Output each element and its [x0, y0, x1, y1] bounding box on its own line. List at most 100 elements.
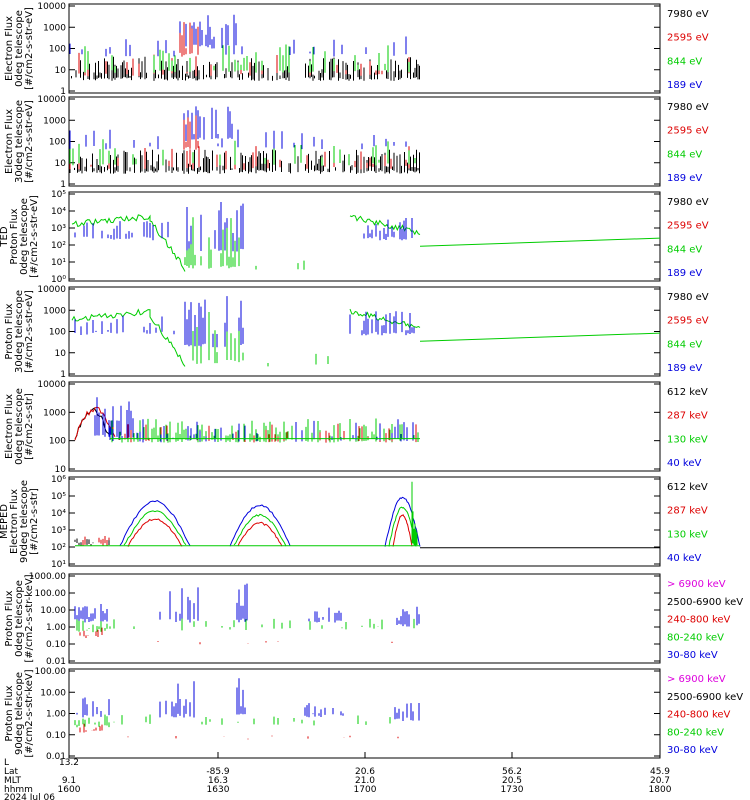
series-fill-line — [419, 332, 661, 342]
legend-entry: 2595 eV — [667, 316, 709, 327]
panel-7: 1000.00 100.00 10.00 1.00 0.10 0.01 Proton Flu… — [4, 572, 743, 667]
series-trace-blue — [74, 221, 169, 241]
series-burst-blue-2 — [236, 583, 248, 623]
series-trace-black — [69, 149, 420, 174]
series-burst-blue-3 — [308, 607, 342, 623]
legend-entry: 612 keV — [667, 482, 708, 493]
y-tick-label: 10¹ — [51, 258, 66, 268]
y-tick-label: 1000 — [43, 408, 66, 418]
y-axis-label: 0deg telescope — [14, 580, 25, 657]
x-tick-label: 45.9 — [650, 767, 670, 777]
y-tick-label: 10⁵ — [51, 492, 66, 502]
y-tick-label: 1000.00 — [29, 572, 66, 582]
y-axis-label: [#/cm2-s-str-keV] — [24, 669, 35, 757]
x-tick-label: 1600 — [58, 785, 81, 795]
y-axis-label: Electron Flux — [4, 394, 15, 459]
y-tick-label: 1000 — [43, 23, 66, 33]
legend-entry: 844 eV — [667, 149, 702, 160]
legend-entry: 2500-6900 keV — [667, 597, 743, 608]
y-axis-label: MEPED — [0, 504, 10, 539]
legend-entry: 2500-6900 keV — [667, 692, 743, 703]
legend-entry: 189 eV — [667, 363, 702, 374]
y-tick-label: 10 — [55, 66, 67, 76]
series-arc-red — [74, 406, 116, 441]
y-axis-label: 0deg telescope — [14, 10, 25, 87]
x-tick-label: 1800 — [649, 785, 672, 795]
series-trace-blue — [69, 129, 407, 150]
y-tick-label: 0.01 — [46, 752, 66, 762]
x-tick-label: 1700 — [354, 785, 377, 795]
series-burst-blue-4 — [394, 703, 420, 721]
series-arc-blue — [119, 500, 191, 546]
series-trace-green — [71, 308, 186, 367]
y-axis-label: Proton Flux — [4, 590, 15, 646]
panel-frame — [68, 668, 661, 759]
panel-6: 10⁶ 10⁵ 10⁴ 10³ 10² 10¹ MEPED Electron Flux 90de… — [0, 475, 708, 570]
series-fill-line — [419, 237, 661, 247]
y-tick-label: 10⁴ — [51, 509, 66, 519]
series-trace-green — [71, 214, 186, 272]
series-arc-black — [74, 407, 111, 440]
x-tick-label: 56.2 — [502, 767, 522, 777]
y-tick-label: 10000 — [37, 2, 66, 12]
y-axis-label: 30deg telescope — [14, 290, 25, 373]
series-trace-blue — [74, 315, 175, 335]
y-tick-label: 10⁶ — [51, 475, 66, 485]
series-burst-blue — [159, 587, 199, 623]
series-arc-red — [237, 521, 283, 547]
series-trace-green — [74, 714, 110, 728]
series-trace-green — [84, 44, 410, 73]
series-burst-blue — [159, 681, 195, 718]
y-tick-label: 100 — [49, 328, 66, 338]
legend-entry: 40 keV — [667, 458, 701, 469]
series-trace-blue — [69, 36, 407, 57]
legend-entry: 2595 eV — [667, 126, 709, 137]
legend-entry: 2595 eV — [667, 33, 709, 44]
panel-frame — [68, 476, 661, 567]
series-burst-blue — [179, 14, 237, 49]
y-tick-label: 100 — [49, 437, 66, 447]
legend-entry: 7980 eV — [667, 197, 709, 208]
series-arc-blue — [384, 496, 421, 547]
legend-entry: 287 keV — [667, 411, 708, 422]
y-tick-label: 10² — [51, 241, 66, 251]
legend-entry: 240-800 keV — [667, 710, 731, 721]
legend-entry: 80-240 keV — [667, 632, 724, 643]
y-tick-label: 1000 — [43, 306, 66, 316]
series-trace-red — [79, 723, 103, 733]
series-burst-blue — [183, 106, 233, 142]
y-tick-label: 1.00 — [46, 710, 66, 720]
series-late-blue — [363, 218, 413, 241]
series-sparse-green — [109, 618, 415, 631]
legend-entry: 7980 eV — [667, 102, 709, 113]
y-axis-label: [#/cm2-s-str-eV] — [24, 100, 35, 183]
y-axis-label: Electron Flux — [4, 16, 15, 81]
series-burst-blue-4 — [396, 606, 420, 627]
y-tick-label: 0.01 — [46, 657, 66, 667]
y-axis-label: TED — [0, 226, 10, 247]
panel-4: 10000 1000 100 10 1 Proton Flux 30deg telescop… — [4, 285, 709, 380]
x-row-label: hhmm — [4, 785, 33, 795]
legend-entry: 7980 eV — [667, 9, 709, 20]
series-burst-blue-2 — [236, 678, 246, 715]
legend-entry: 189 eV — [667, 80, 702, 91]
y-tick-label: 10000 — [37, 380, 66, 390]
series-sparse-green — [113, 714, 391, 726]
legend-entry: 287 keV — [667, 506, 708, 517]
y-tick-label: 10⁵ — [51, 190, 66, 200]
series-burst-red — [183, 115, 199, 150]
y-tick-label: 10.00 — [40, 606, 66, 616]
y-axis-label: Proton Flux — [9, 208, 20, 264]
y-axis-label: Electron Flux — [9, 489, 20, 554]
panel-1: 10000 1000 100 10 1 Electron Flux 0deg telesco… — [4, 2, 709, 97]
x-tick-label: 1730 — [501, 785, 524, 795]
x-tick-label: -85.9 — [206, 767, 230, 777]
y-tick-label: 10³ — [51, 526, 66, 536]
y-tick-label: 10000 — [37, 285, 66, 295]
y-tick-label: 1000 — [43, 116, 66, 126]
y-tick-label: 1.00 — [46, 623, 66, 633]
y-tick-label: 100.00 — [35, 667, 67, 677]
x-tick-label: 20.6 — [355, 767, 375, 777]
series-sparse-green — [267, 353, 329, 367]
